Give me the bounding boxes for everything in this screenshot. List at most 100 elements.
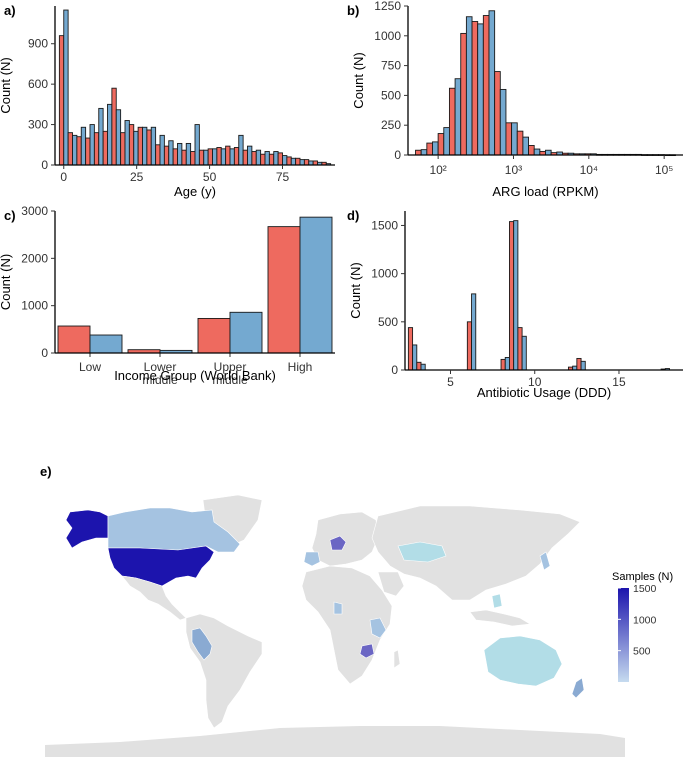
panel-a-bar <box>273 151 279 166</box>
panel-a-x-tick-label: 0 <box>60 170 67 184</box>
panel-b-bar <box>522 136 529 156</box>
panel-b-x-tick-label: 10³ <box>505 163 522 177</box>
panel-a-bar <box>277 152 283 166</box>
panel-a-bar <box>172 148 178 166</box>
panel-a-bar <box>229 148 235 166</box>
panel-d-y-tick-label: 1500 <box>371 218 398 232</box>
panel-a-bar <box>286 156 292 166</box>
panel-a-x-tick-label: 50 <box>203 170 217 184</box>
map-new-zealand <box>571 677 585 699</box>
panel-c-y-tick-label: 3000 <box>21 204 48 218</box>
map-peru <box>191 627 213 661</box>
panel-d-x-tick-label: 15 <box>612 375 626 389</box>
panel-d-bar <box>416 361 422 371</box>
panel-b-y-tick-label: 1000 <box>374 29 401 43</box>
panel-a-bar <box>168 140 174 166</box>
panel-a-bar <box>93 132 100 166</box>
panel-d-y-tick-label: 500 <box>378 315 398 329</box>
panel-c-y-tick-label: 0 <box>41 346 48 360</box>
panel-a-bar <box>255 149 262 166</box>
panel-b-x-tick-label: 10⁵ <box>655 163 673 177</box>
panel-b-bar <box>415 149 422 156</box>
panel-a-bar <box>198 149 205 166</box>
panel-b-bar <box>488 10 496 156</box>
panel-b-y-tick-label: 1250 <box>374 0 401 13</box>
panel-b-x-tick-label: 10² <box>429 163 446 177</box>
panel-b-bar <box>426 142 433 156</box>
panel-b-bar <box>528 145 535 156</box>
panel-b-bar <box>454 78 462 156</box>
panel-a-y-tick-label: 600 <box>28 77 48 91</box>
panel-a-bar <box>137 126 143 166</box>
panel-d-bar <box>513 220 519 371</box>
panel-d-bar <box>504 357 510 371</box>
map-legend-tick-label: 1500 <box>633 583 657 595</box>
panel-b-bar <box>443 127 450 156</box>
map-legend-tick-label: 500 <box>633 646 651 658</box>
map-central-europe <box>329 535 347 551</box>
map-kazakhstan <box>397 541 447 563</box>
panel-a-bar <box>107 103 113 166</box>
panel-a-bar <box>63 9 69 166</box>
panel-a-bar <box>303 159 310 166</box>
panel-d-bar <box>420 363 426 371</box>
map-middle-east <box>377 571 405 597</box>
map-zimbabwe <box>359 643 375 659</box>
panel-d-y-tick-label: 0 <box>391 363 398 377</box>
panel-a-bar <box>163 145 170 166</box>
panel-b-x-axis-title: ARG load (RPKM) <box>492 184 598 199</box>
panel-d-tag: d) <box>347 208 359 223</box>
panel-a-bar <box>185 142 192 166</box>
map-japan <box>539 551 551 571</box>
panel-b-bar <box>477 23 484 156</box>
panel-d-bar <box>521 335 527 371</box>
panel-a-bar <box>76 136 82 166</box>
panel-a-bar <box>207 148 213 166</box>
panel-a-y-tick-label: 900 <box>28 37 48 51</box>
panel-a-y-tick-label: 0 <box>41 158 48 172</box>
map-alaska <box>65 509 109 549</box>
panel-b-bar <box>545 149 552 156</box>
panel-a-x-tick-label: 25 <box>130 170 144 184</box>
panel-a-bar <box>146 129 152 166</box>
panel-b-y-tick-label: 750 <box>381 59 401 73</box>
map-legend-title: Samples (N) <box>612 571 673 583</box>
panel-b-bar <box>448 87 456 156</box>
panel-c-y-axis-title: Count (N) <box>0 254 13 310</box>
panel-a-bar <box>212 148 218 166</box>
panel-a-bar <box>299 159 305 166</box>
panel-a-bar <box>124 120 130 166</box>
panel-b-tag: b) <box>347 3 359 18</box>
map-indonesia <box>469 609 531 627</box>
panel-a-x-tick-label: 75 <box>276 170 290 184</box>
panel-d-y-tick-label: 1000 <box>371 267 398 281</box>
panel-a-bar <box>128 124 135 166</box>
panel-b-y-tick-label: 250 <box>381 118 401 132</box>
panel-b-bar <box>471 21 479 156</box>
panel-d-bar <box>500 358 506 371</box>
panel-d-x-tick-label: 5 <box>447 375 454 389</box>
panel-a-bar <box>216 147 222 166</box>
panel-d-bar <box>412 344 418 371</box>
panel-a-bar <box>98 107 104 166</box>
panel-a-bar <box>133 130 139 166</box>
panel-a-bar <box>238 134 244 166</box>
panel-a-bar <box>282 155 288 166</box>
panel-c-bar <box>197 317 231 354</box>
map-tanzania <box>369 617 387 639</box>
panel-c-bar <box>57 325 91 354</box>
panel-c-bar <box>299 216 333 354</box>
panel-a-bar <box>120 132 126 166</box>
panel-b-bar <box>482 15 490 156</box>
panel-a-bar <box>89 124 95 166</box>
panel-a-bar <box>150 126 157 166</box>
panel-a-bar <box>111 87 117 166</box>
panel-c-tag: c) <box>4 208 16 223</box>
map-legend-tick-label: 1000 <box>633 614 657 626</box>
map-asia <box>371 505 581 601</box>
panel-a-bar <box>80 126 87 166</box>
panel-a-bar <box>268 153 275 166</box>
map-spain <box>303 551 321 567</box>
world-map-panel <box>45 493 625 757</box>
panel-b-bar <box>465 16 473 156</box>
